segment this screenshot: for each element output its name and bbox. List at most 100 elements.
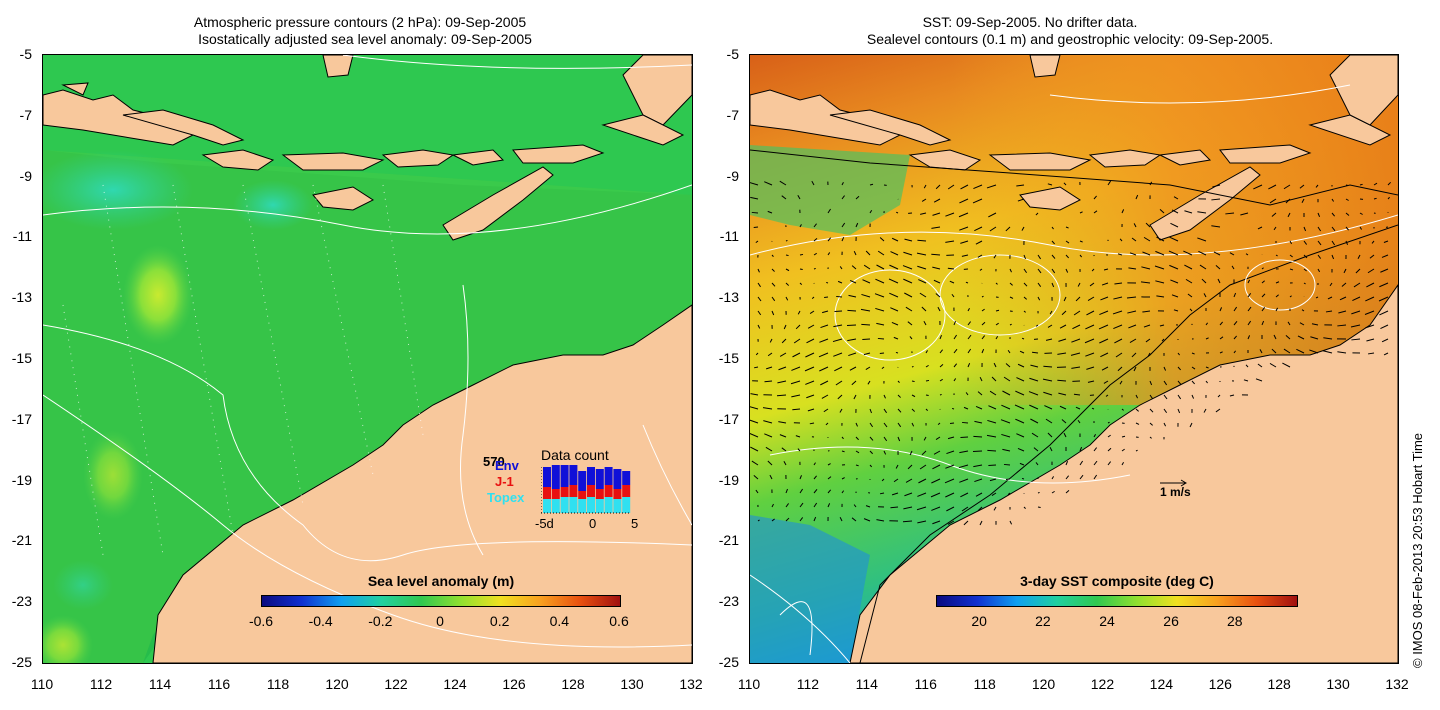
velocity-arrow: [824, 297, 828, 298]
velocity-arrow: [786, 240, 787, 241]
velocity-arrow: [847, 310, 856, 311]
data-count-x-label-start: -5d: [535, 517, 554, 530]
histogram-bar-env-4: [578, 471, 586, 491]
right-y-tick-8: -21: [705, 533, 739, 547]
histogram-bar-j1-4: [578, 491, 586, 499]
right-y-tick-0: -5: [705, 47, 739, 61]
left-x-tick-4: 118: [258, 677, 298, 691]
right-x-tick-6: 122: [1082, 677, 1122, 691]
histogram-bar-j1-9: [622, 485, 630, 497]
histogram-bar-topex-8: [613, 499, 621, 513]
legend-topex: Topex: [487, 491, 524, 504]
left-x-tick-9: 128: [553, 677, 593, 691]
velocity-arrow: [988, 465, 996, 466]
sla-colorbar-label-1: -0.4: [301, 613, 341, 629]
left-y-tick-5: -15: [0, 351, 32, 365]
histogram-bar-env-2: [561, 465, 569, 487]
credit-text: © IMOS 08-Feb-2013 20:53 Hobart Time: [1410, 433, 1425, 668]
left-y-tick-1: -7: [0, 108, 32, 122]
left-x-tick-6: 122: [376, 677, 416, 691]
left-title-line2: Isostatically adjusted sea level anomaly…: [115, 31, 615, 47]
velocity-arrow: [1038, 507, 1041, 508]
velocity-arrow: [862, 339, 870, 340]
right-x-tick-2: 114: [847, 677, 887, 691]
left-x-tick-7: 124: [435, 677, 475, 691]
velocity-arrow: [960, 437, 968, 438]
velocity-arrow: [950, 423, 954, 424]
right-x-tick-1: 112: [788, 677, 828, 691]
velocity-arrow: [826, 282, 828, 283]
data-count-histogram: [541, 463, 633, 519]
left-y-tick-9: -23: [0, 594, 32, 608]
data-count-x-label-mid: 0: [589, 517, 596, 530]
histogram-bar-topex-2: [561, 497, 569, 513]
right-y-tick-1: -7: [705, 108, 739, 122]
velocity-arrow: [940, 394, 942, 395]
histogram-bar-topex-7: [605, 497, 613, 513]
right-y-tick-5: -15: [705, 351, 739, 365]
velocity-arrow: [952, 408, 954, 409]
histogram-bar-env-8: [613, 469, 621, 489]
histogram-bar-env-9: [622, 471, 630, 485]
left-x-tick-8: 126: [494, 677, 534, 691]
histogram-bar-topex-6: [596, 499, 604, 513]
sla-colorbar-label-5: 0.4: [539, 613, 579, 629]
sst-colorbar-label-4: 28: [1215, 613, 1255, 629]
velocity-arrow: [973, 436, 982, 437]
right-x-tick-11: 132: [1377, 677, 1417, 691]
sst-colorbar: [936, 595, 1298, 607]
sst-colorbar-label-1: 22: [1023, 613, 1063, 629]
data-count-title: Data count: [541, 449, 609, 462]
velocity-arrow: [1038, 492, 1040, 493]
velocity-arrow: [982, 296, 984, 297]
velocity-arrow: [786, 255, 789, 256]
left-y-tick-0: -5: [0, 47, 32, 61]
right-y-tick-6: -17: [705, 412, 739, 426]
right-x-tick-9: 128: [1259, 677, 1299, 691]
histogram-bar-topex-5: [587, 497, 595, 513]
velocity-scale-label: 1 m/s: [1160, 485, 1191, 499]
histogram-bar-j1-5: [587, 485, 595, 497]
left-title-line1: Atmospheric pressure contours (2 hPa): 0…: [110, 14, 610, 30]
sst-colorbar-label-2: 24: [1087, 613, 1127, 629]
right-y-tick-10: -25: [705, 655, 739, 669]
sst-colorbar-label-0: 20: [959, 613, 999, 629]
sla-colorbar-label-4: 0.2: [480, 613, 520, 629]
legend-j1: J-1: [495, 475, 514, 488]
left-y-tick-7: -19: [0, 473, 32, 487]
sla-colorbar: [261, 595, 621, 607]
right-y-tick-9: -23: [705, 594, 739, 608]
data-count-x-label-end: 5: [631, 517, 638, 530]
left-x-tick-5: 120: [317, 677, 357, 691]
left-x-tick-0: 110: [22, 677, 62, 691]
velocity-arrow: [912, 366, 914, 367]
histogram-bar-env-1: [552, 465, 560, 489]
sla-colorbar-label-6: 0.6: [599, 613, 639, 629]
velocity-arrow: [878, 338, 884, 339]
left-y-tick-8: -21: [0, 533, 32, 547]
histogram-bar-env-7: [605, 467, 613, 485]
histogram-bar-env-3: [569, 465, 577, 485]
right-title-line2: Sealevel contours (0.1 m) and geostrophi…: [820, 31, 1320, 47]
velocity-arrow: [847, 325, 856, 326]
velocity-arrow: [752, 212, 758, 213]
left-x-tick-10: 130: [612, 677, 652, 691]
histogram-bar-env-5: [587, 467, 595, 485]
velocity-arrow: [973, 451, 982, 452]
velocity-arrow: [926, 395, 929, 396]
histogram-bar-topex-9: [622, 497, 630, 513]
histogram-bar-env-0: [543, 467, 551, 487]
histogram-bar-topex-4: [578, 499, 586, 513]
histogram-bar-env-6: [596, 469, 604, 489]
right-y-tick-7: -19: [705, 473, 739, 487]
legend-env: Env: [495, 459, 519, 472]
left-y-tick-10: -25: [0, 655, 32, 669]
velocity-arrow: [861, 324, 870, 325]
histogram-bar-topex-0: [543, 499, 551, 513]
right-x-tick-7: 124: [1141, 677, 1181, 691]
velocity-arrow: [962, 422, 968, 423]
right-x-tick-3: 116: [906, 677, 946, 691]
histogram-bar-j1-3: [569, 485, 577, 497]
velocity-arrow: [1136, 450, 1138, 451]
velocity-arrow: [1374, 198, 1377, 199]
